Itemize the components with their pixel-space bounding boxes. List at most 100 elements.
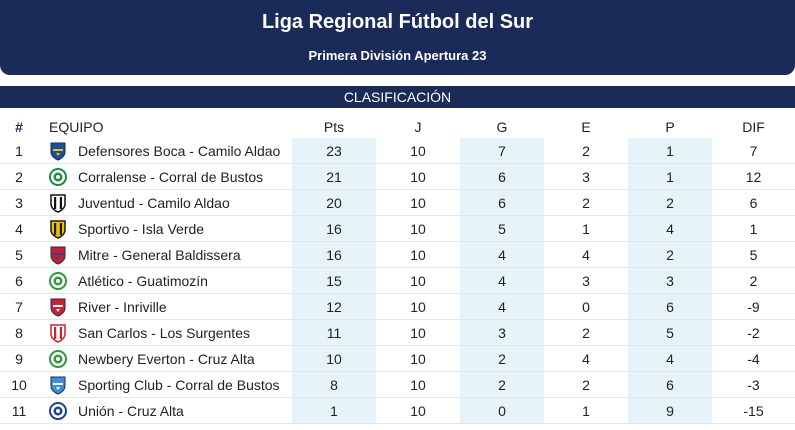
lost-cell: 9 — [628, 397, 712, 424]
position-cell: 8 — [0, 319, 38, 346]
drawn-cell: 1 — [544, 215, 628, 242]
table-row: 11 Unión - Cruz Alta 1 10 0 1 9 -15 — [0, 397, 795, 424]
drawn-cell: 2 — [544, 371, 628, 398]
table-row: 5 Mitre - General Baldissera 16 10 4 4 2 5 — [0, 241, 795, 268]
column-header-won: G — [496, 119, 508, 135]
team-wrap: San Carlos - Los Surgentes — [38, 323, 292, 343]
lost-cell: 4 — [628, 215, 712, 242]
points-cell: 8 — [292, 371, 376, 398]
team-name: San Carlos - Los Surgentes — [78, 324, 250, 341]
played-cell: 10 — [376, 163, 460, 190]
lost-cell: 1 — [628, 138, 712, 164]
table-row: 4 Sportivo - Isla Verde 16 10 5 1 4 1 — [0, 215, 795, 242]
points-cell: 16 — [292, 215, 376, 242]
lost-cell: 2 — [628, 189, 712, 216]
lost-cell: 5 — [628, 319, 712, 346]
team-wrap: Mitre - General Baldissera — [38, 245, 292, 265]
drawn-cell: 2 — [544, 319, 628, 346]
points-cell: 12 — [292, 293, 376, 320]
team-name: Sporting Club - Corral de Bustos — [78, 376, 280, 393]
team-name: Corralense - Corral de Bustos — [78, 168, 264, 185]
sporting-crest-icon — [49, 375, 67, 395]
team-cell: Juventud - Camilo Aldao — [38, 189, 292, 216]
table-header-row: # EQUIPO Pts J G E P DIF — [0, 116, 795, 138]
team-cell: Mitre - General Baldissera — [38, 241, 292, 268]
team-name: River - Inriville — [78, 298, 167, 315]
corralense-crest-icon — [49, 167, 67, 187]
team-cell: Sporting Club - Corral de Bustos — [38, 371, 292, 398]
drawn-cell: 0 — [544, 293, 628, 320]
sportivo-crest-icon — [49, 219, 67, 239]
team-wrap: Unión - Cruz Alta — [38, 401, 292, 421]
goal-difference-cell: -15 — [712, 397, 795, 424]
position-cell: 4 — [0, 215, 38, 242]
team-cell: Defensores Boca - Camilo Aldao — [38, 138, 292, 164]
position-cell: 1 — [0, 138, 38, 164]
position-cell: 2 — [0, 163, 38, 190]
table-row: 9 Newbery Everton - Cruz Alta 10 10 2 4 4 -4 — [0, 345, 795, 372]
points-cell: 1 — [292, 397, 376, 424]
column-header-lost: P — [665, 119, 675, 135]
points-cell: 11 — [292, 319, 376, 346]
newbery-crest-icon — [49, 349, 67, 369]
mitre-crest-icon — [49, 245, 67, 265]
won-cell: 2 — [460, 345, 544, 372]
played-cell: 10 — [376, 371, 460, 398]
team-wrap: Corralense - Corral de Bustos — [38, 167, 292, 187]
points-cell: 21 — [292, 163, 376, 190]
points-cell: 16 — [292, 241, 376, 268]
goal-difference-cell: 2 — [712, 267, 795, 294]
drawn-cell: 3 — [544, 163, 628, 190]
team-wrap: Defensores Boca - Camilo Aldao — [38, 141, 292, 161]
column-header-played: J — [414, 119, 422, 135]
points-cell: 10 — [292, 345, 376, 372]
tournament-subtitle: Primera División Apertura 23 — [308, 48, 487, 63]
team-name: Newbery Everton - Cruz Alta — [78, 350, 255, 367]
team-name: Mitre - General Baldissera — [78, 246, 241, 263]
team-name: Defensores Boca - Camilo Aldao — [78, 142, 281, 159]
won-cell: 3 — [460, 319, 544, 346]
table-row: 8 San Carlos - Los Surgentes 11 10 3 2 5 -2 — [0, 319, 795, 346]
position-cell: 5 — [0, 241, 38, 268]
played-cell: 10 — [376, 215, 460, 242]
column-header-points: Pts — [323, 119, 345, 135]
juventud-crest-icon — [49, 193, 67, 213]
goal-difference-cell: -9 — [712, 293, 795, 320]
table-row: 10 Sporting Club - Corral de Bustos 8 10 2 2 6… — [0, 371, 795, 398]
team-cell: Atlético - Guatimozín — [38, 267, 292, 294]
drawn-cell: 4 — [544, 345, 628, 372]
team-wrap: Atlético - Guatimozín — [38, 271, 292, 291]
drawn-cell: 3 — [544, 267, 628, 294]
standings-section-bar: CLASIFICACIÓN — [0, 86, 795, 108]
standings-table: # EQUIPO Pts J G E P DIF 1 Defensores Boc… — [0, 116, 795, 424]
team-cell: Unión - Cruz Alta — [38, 397, 292, 424]
played-cell: 10 — [376, 397, 460, 424]
team-wrap: Sportivo - Isla Verde — [38, 219, 292, 239]
won-cell: 2 — [460, 371, 544, 398]
played-cell: 10 — [376, 345, 460, 372]
table-row: 3 Juventud - Camilo Aldao 20 10 6 2 2 6 — [0, 189, 795, 216]
team-wrap: Juventud - Camilo Aldao — [38, 193, 292, 213]
position-cell: 3 — [0, 189, 38, 216]
team-wrap: River - Inriville — [38, 297, 292, 317]
team-name: Atlético - Guatimozín — [78, 272, 208, 289]
standings-body: 1 Defensores Boca - Camilo Aldao 23 10 7 2 1 7 2… — [0, 138, 795, 424]
points-cell: 15 — [292, 267, 376, 294]
position-cell: 7 — [0, 293, 38, 320]
lost-cell: 1 — [628, 163, 712, 190]
lost-cell: 6 — [628, 371, 712, 398]
drawn-cell: 4 — [544, 241, 628, 268]
column-header-position: # — [15, 119, 23, 135]
drawn-cell: 1 — [544, 397, 628, 424]
team-cell: River - Inriville — [38, 293, 292, 320]
played-cell: 10 — [376, 189, 460, 216]
team-cell: San Carlos - Los Surgentes — [38, 319, 292, 346]
team-name: Unión - Cruz Alta — [78, 402, 184, 419]
team-name: Juventud - Camilo Aldao — [78, 194, 230, 211]
team-cell: Corralense - Corral de Bustos — [38, 163, 292, 190]
league-title: Liga Regional Fútbol del Sur — [261, 11, 534, 33]
column-header-drawn: E — [581, 119, 591, 135]
position-cell: 11 — [0, 397, 38, 424]
won-cell: 7 — [460, 138, 544, 164]
goal-difference-cell: 6 — [712, 189, 795, 216]
